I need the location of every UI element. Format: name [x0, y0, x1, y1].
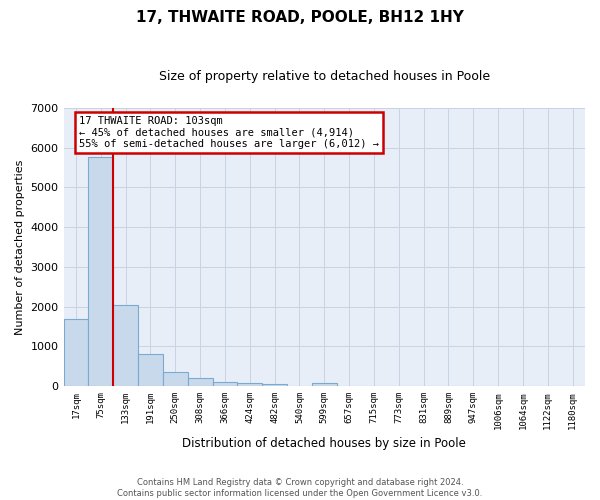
X-axis label: Distribution of detached houses by size in Poole: Distribution of detached houses by size …	[182, 437, 466, 450]
Bar	[188, 378, 212, 386]
Text: 17 THWAITE ROAD: 103sqm
← 45% of detached houses are smaller (4,914)
55% of semi: 17 THWAITE ROAD: 103sqm ← 45% of detache…	[79, 116, 379, 150]
Bar	[262, 384, 287, 386]
Title: Size of property relative to detached houses in Poole: Size of property relative to detached ho…	[159, 70, 490, 83]
Bar	[163, 372, 188, 386]
Y-axis label: Number of detached properties: Number of detached properties	[15, 160, 25, 334]
Bar	[312, 383, 337, 386]
Bar	[138, 354, 163, 386]
Bar	[212, 382, 238, 386]
Text: Contains HM Land Registry data © Crown copyright and database right 2024.
Contai: Contains HM Land Registry data © Crown c…	[118, 478, 482, 498]
Bar	[238, 383, 262, 386]
Bar	[88, 158, 113, 386]
Bar	[64, 318, 88, 386]
Bar	[113, 304, 138, 386]
Text: 17, THWAITE ROAD, POOLE, BH12 1HY: 17, THWAITE ROAD, POOLE, BH12 1HY	[136, 10, 464, 25]
